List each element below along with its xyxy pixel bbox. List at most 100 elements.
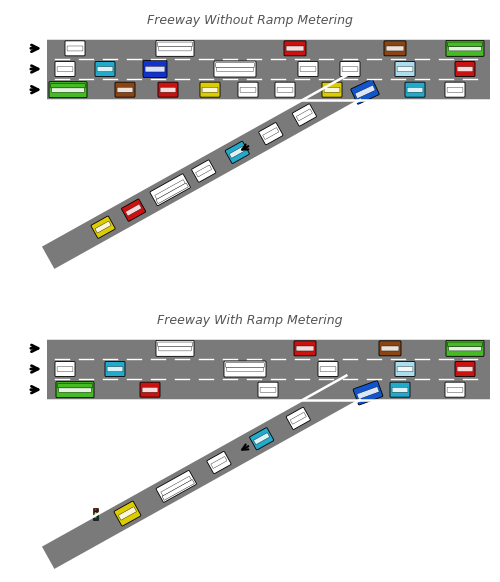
FancyBboxPatch shape	[155, 180, 186, 200]
FancyBboxPatch shape	[156, 340, 194, 356]
FancyBboxPatch shape	[320, 367, 336, 372]
FancyBboxPatch shape	[250, 428, 274, 450]
FancyBboxPatch shape	[259, 123, 283, 145]
FancyBboxPatch shape	[455, 62, 475, 76]
FancyBboxPatch shape	[448, 342, 482, 346]
FancyBboxPatch shape	[300, 67, 316, 72]
FancyBboxPatch shape	[455, 361, 475, 377]
FancyBboxPatch shape	[240, 87, 256, 93]
FancyBboxPatch shape	[156, 470, 196, 502]
FancyBboxPatch shape	[390, 382, 410, 397]
FancyBboxPatch shape	[275, 82, 295, 97]
FancyBboxPatch shape	[277, 87, 293, 93]
FancyBboxPatch shape	[140, 382, 160, 397]
Bar	[47, 338, 490, 400]
FancyBboxPatch shape	[355, 85, 375, 98]
FancyBboxPatch shape	[395, 361, 415, 377]
FancyBboxPatch shape	[52, 88, 84, 92]
Polygon shape	[356, 393, 490, 400]
FancyBboxPatch shape	[238, 82, 258, 97]
FancyBboxPatch shape	[57, 67, 73, 72]
FancyBboxPatch shape	[258, 382, 278, 397]
FancyBboxPatch shape	[50, 83, 86, 88]
FancyBboxPatch shape	[386, 46, 404, 51]
FancyBboxPatch shape	[214, 61, 256, 77]
FancyBboxPatch shape	[224, 361, 266, 377]
FancyBboxPatch shape	[286, 46, 304, 51]
FancyBboxPatch shape	[351, 79, 379, 104]
Circle shape	[94, 516, 97, 519]
FancyBboxPatch shape	[395, 62, 415, 76]
FancyBboxPatch shape	[448, 346, 482, 351]
FancyBboxPatch shape	[145, 66, 165, 72]
FancyBboxPatch shape	[192, 160, 216, 182]
FancyBboxPatch shape	[95, 62, 115, 76]
FancyBboxPatch shape	[284, 41, 306, 56]
FancyBboxPatch shape	[142, 387, 158, 392]
FancyBboxPatch shape	[322, 82, 342, 97]
FancyBboxPatch shape	[158, 346, 192, 351]
FancyBboxPatch shape	[342, 67, 358, 72]
FancyBboxPatch shape	[150, 174, 190, 205]
FancyBboxPatch shape	[446, 340, 484, 356]
FancyBboxPatch shape	[447, 87, 463, 93]
FancyBboxPatch shape	[292, 104, 316, 126]
FancyBboxPatch shape	[445, 82, 465, 97]
FancyBboxPatch shape	[405, 82, 425, 97]
FancyBboxPatch shape	[447, 387, 463, 392]
FancyBboxPatch shape	[225, 141, 250, 164]
FancyBboxPatch shape	[57, 367, 73, 372]
FancyBboxPatch shape	[392, 387, 408, 392]
Text: Freeway With Ramp Metering: Freeway With Ramp Metering	[157, 314, 343, 327]
FancyBboxPatch shape	[290, 413, 306, 424]
FancyBboxPatch shape	[381, 346, 399, 351]
FancyBboxPatch shape	[95, 221, 111, 233]
FancyBboxPatch shape	[156, 183, 188, 204]
FancyBboxPatch shape	[448, 47, 482, 51]
FancyBboxPatch shape	[407, 87, 423, 93]
Circle shape	[94, 512, 97, 514]
FancyBboxPatch shape	[379, 341, 401, 356]
FancyBboxPatch shape	[105, 361, 125, 377]
FancyBboxPatch shape	[202, 87, 218, 93]
FancyBboxPatch shape	[216, 63, 254, 67]
Bar	[93, 508, 98, 520]
Polygon shape	[42, 375, 360, 570]
FancyBboxPatch shape	[353, 381, 383, 405]
FancyBboxPatch shape	[216, 67, 254, 72]
FancyBboxPatch shape	[397, 67, 413, 72]
FancyBboxPatch shape	[91, 216, 115, 238]
FancyBboxPatch shape	[294, 341, 316, 356]
FancyBboxPatch shape	[65, 41, 85, 56]
FancyBboxPatch shape	[56, 382, 94, 398]
Polygon shape	[42, 76, 360, 270]
FancyBboxPatch shape	[207, 452, 231, 474]
FancyBboxPatch shape	[58, 384, 92, 388]
FancyBboxPatch shape	[55, 361, 75, 377]
FancyBboxPatch shape	[286, 407, 310, 430]
FancyBboxPatch shape	[117, 87, 133, 93]
FancyBboxPatch shape	[298, 62, 318, 76]
Circle shape	[94, 508, 97, 511]
FancyBboxPatch shape	[126, 204, 142, 216]
FancyBboxPatch shape	[211, 456, 227, 469]
FancyBboxPatch shape	[254, 433, 270, 445]
FancyBboxPatch shape	[263, 127, 279, 140]
FancyBboxPatch shape	[162, 480, 194, 500]
FancyBboxPatch shape	[158, 342, 192, 346]
FancyBboxPatch shape	[156, 40, 194, 56]
FancyBboxPatch shape	[97, 67, 113, 72]
FancyBboxPatch shape	[55, 62, 75, 76]
FancyBboxPatch shape	[340, 62, 360, 76]
FancyBboxPatch shape	[296, 346, 314, 351]
FancyBboxPatch shape	[357, 386, 379, 399]
FancyBboxPatch shape	[318, 361, 338, 377]
FancyBboxPatch shape	[446, 40, 484, 56]
FancyBboxPatch shape	[457, 367, 473, 372]
FancyBboxPatch shape	[324, 87, 340, 93]
FancyBboxPatch shape	[143, 61, 167, 77]
FancyBboxPatch shape	[457, 67, 473, 72]
Bar	[47, 38, 490, 100]
FancyBboxPatch shape	[384, 41, 406, 56]
FancyBboxPatch shape	[200, 82, 220, 97]
